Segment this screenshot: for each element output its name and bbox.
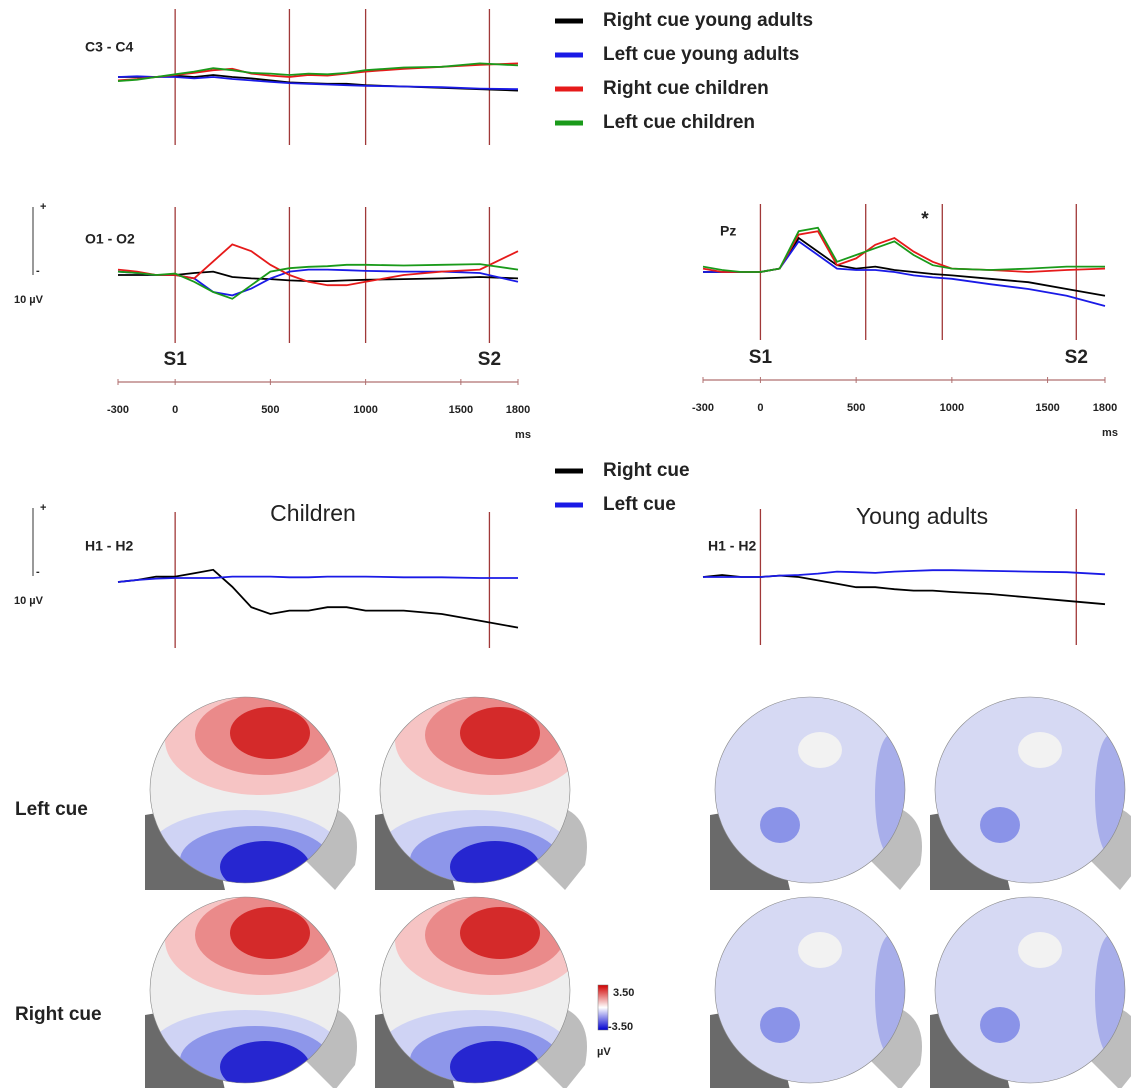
legend-swatch xyxy=(555,53,583,58)
contour xyxy=(460,707,540,759)
x-tick-label: 1500 xyxy=(449,404,473,416)
waveform xyxy=(118,577,518,582)
scalp-head xyxy=(145,885,357,1088)
channel-label: H1 - H2 xyxy=(85,538,133,554)
scale-plus: + xyxy=(40,201,46,213)
waveform xyxy=(118,270,518,296)
scalp-head xyxy=(710,890,922,1088)
x-tick-label: -300 xyxy=(692,402,714,414)
contour xyxy=(230,907,310,959)
scale-plus: + xyxy=(40,502,46,514)
waveform xyxy=(703,241,1105,306)
contour xyxy=(798,732,842,768)
waveform xyxy=(703,231,1105,272)
x-axis-label: ms xyxy=(515,429,531,441)
scalp-head xyxy=(375,885,587,1088)
legend-label: Left cue xyxy=(603,494,676,515)
event-label: S1 xyxy=(164,349,188,370)
event-label: S2 xyxy=(478,349,501,370)
legend-swatch xyxy=(555,469,583,474)
scale-minus: - xyxy=(36,566,40,578)
event-label: S2 xyxy=(1065,347,1088,368)
x-tick-label: 0 xyxy=(757,402,763,414)
legend-label: Left cue young adults xyxy=(603,44,799,65)
colorbar-max: 3.50 xyxy=(613,987,634,999)
channel-label: C3 - C4 xyxy=(85,39,133,55)
scalp-maps xyxy=(145,685,1131,1088)
legend-label: Left cue children xyxy=(603,112,755,133)
row-label: Right cue xyxy=(15,1004,102,1025)
x-tick-label: 1500 xyxy=(1035,402,1059,414)
contour xyxy=(1018,732,1062,768)
colorbar-unit: µV xyxy=(597,1046,611,1058)
legend-label: Right cue young adults xyxy=(603,10,813,31)
x-tick-label: 1800 xyxy=(1093,402,1117,414)
waveform xyxy=(703,570,1105,577)
scale-label: 10 µV xyxy=(14,595,44,607)
scalp-head xyxy=(930,890,1131,1088)
contour xyxy=(460,907,540,959)
legend-label: Right cue xyxy=(603,460,690,481)
legend-swatch xyxy=(555,19,583,24)
contour xyxy=(980,807,1020,843)
x-tick-label: 500 xyxy=(847,402,865,414)
channel-label: O1 - O2 xyxy=(85,231,135,247)
waveform xyxy=(118,63,518,81)
contour xyxy=(798,932,842,968)
x-tick-label: -300 xyxy=(107,404,129,416)
x-tick-label: 500 xyxy=(261,404,279,416)
scalp-head xyxy=(145,685,357,894)
scalp-head xyxy=(375,685,587,894)
colorbar-min: -3.50 xyxy=(608,1021,633,1033)
contour xyxy=(760,807,800,843)
contour xyxy=(220,841,310,893)
colorbar xyxy=(598,985,608,1030)
waveform xyxy=(703,575,1105,604)
legend-swatch xyxy=(555,121,583,126)
legend-swatch xyxy=(555,87,583,92)
contour xyxy=(230,707,310,759)
x-tick-label: 1000 xyxy=(353,404,377,416)
contour xyxy=(1018,932,1062,968)
panel-title: Children xyxy=(270,500,356,526)
event-label: S1 xyxy=(749,347,773,368)
contour xyxy=(980,1007,1020,1043)
scale-minus: - xyxy=(36,265,40,277)
scalp-head xyxy=(930,690,1131,890)
channel-label: Pz xyxy=(720,223,736,239)
x-axis-label: ms xyxy=(1102,427,1118,439)
waveform xyxy=(703,228,1105,272)
x-tick-label: 0 xyxy=(172,404,178,416)
legend-swatch xyxy=(555,503,583,508)
annotation: * xyxy=(921,209,929,230)
contour xyxy=(450,841,540,893)
panel-title: Young adults xyxy=(856,503,988,529)
x-tick-label: 1000 xyxy=(940,402,964,414)
row-label: Left cue xyxy=(15,799,88,820)
contour xyxy=(760,1007,800,1043)
scalp-head xyxy=(710,690,922,890)
channel-label: H1 - H2 xyxy=(708,538,756,554)
scale-label: 10 µV xyxy=(14,294,44,306)
x-tick-label: 1800 xyxy=(506,404,530,416)
figure: C3 - C4 O1 - O2 -300 0 500 1000 1500 1800 ms S1 S2… xyxy=(0,0,1131,1088)
legend-label: Right cue children xyxy=(603,78,769,99)
